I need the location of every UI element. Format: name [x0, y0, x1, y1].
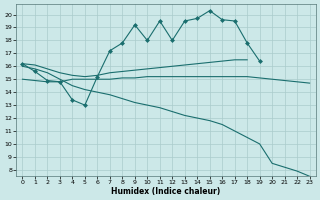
X-axis label: Humidex (Indice chaleur): Humidex (Indice chaleur): [111, 187, 221, 196]
